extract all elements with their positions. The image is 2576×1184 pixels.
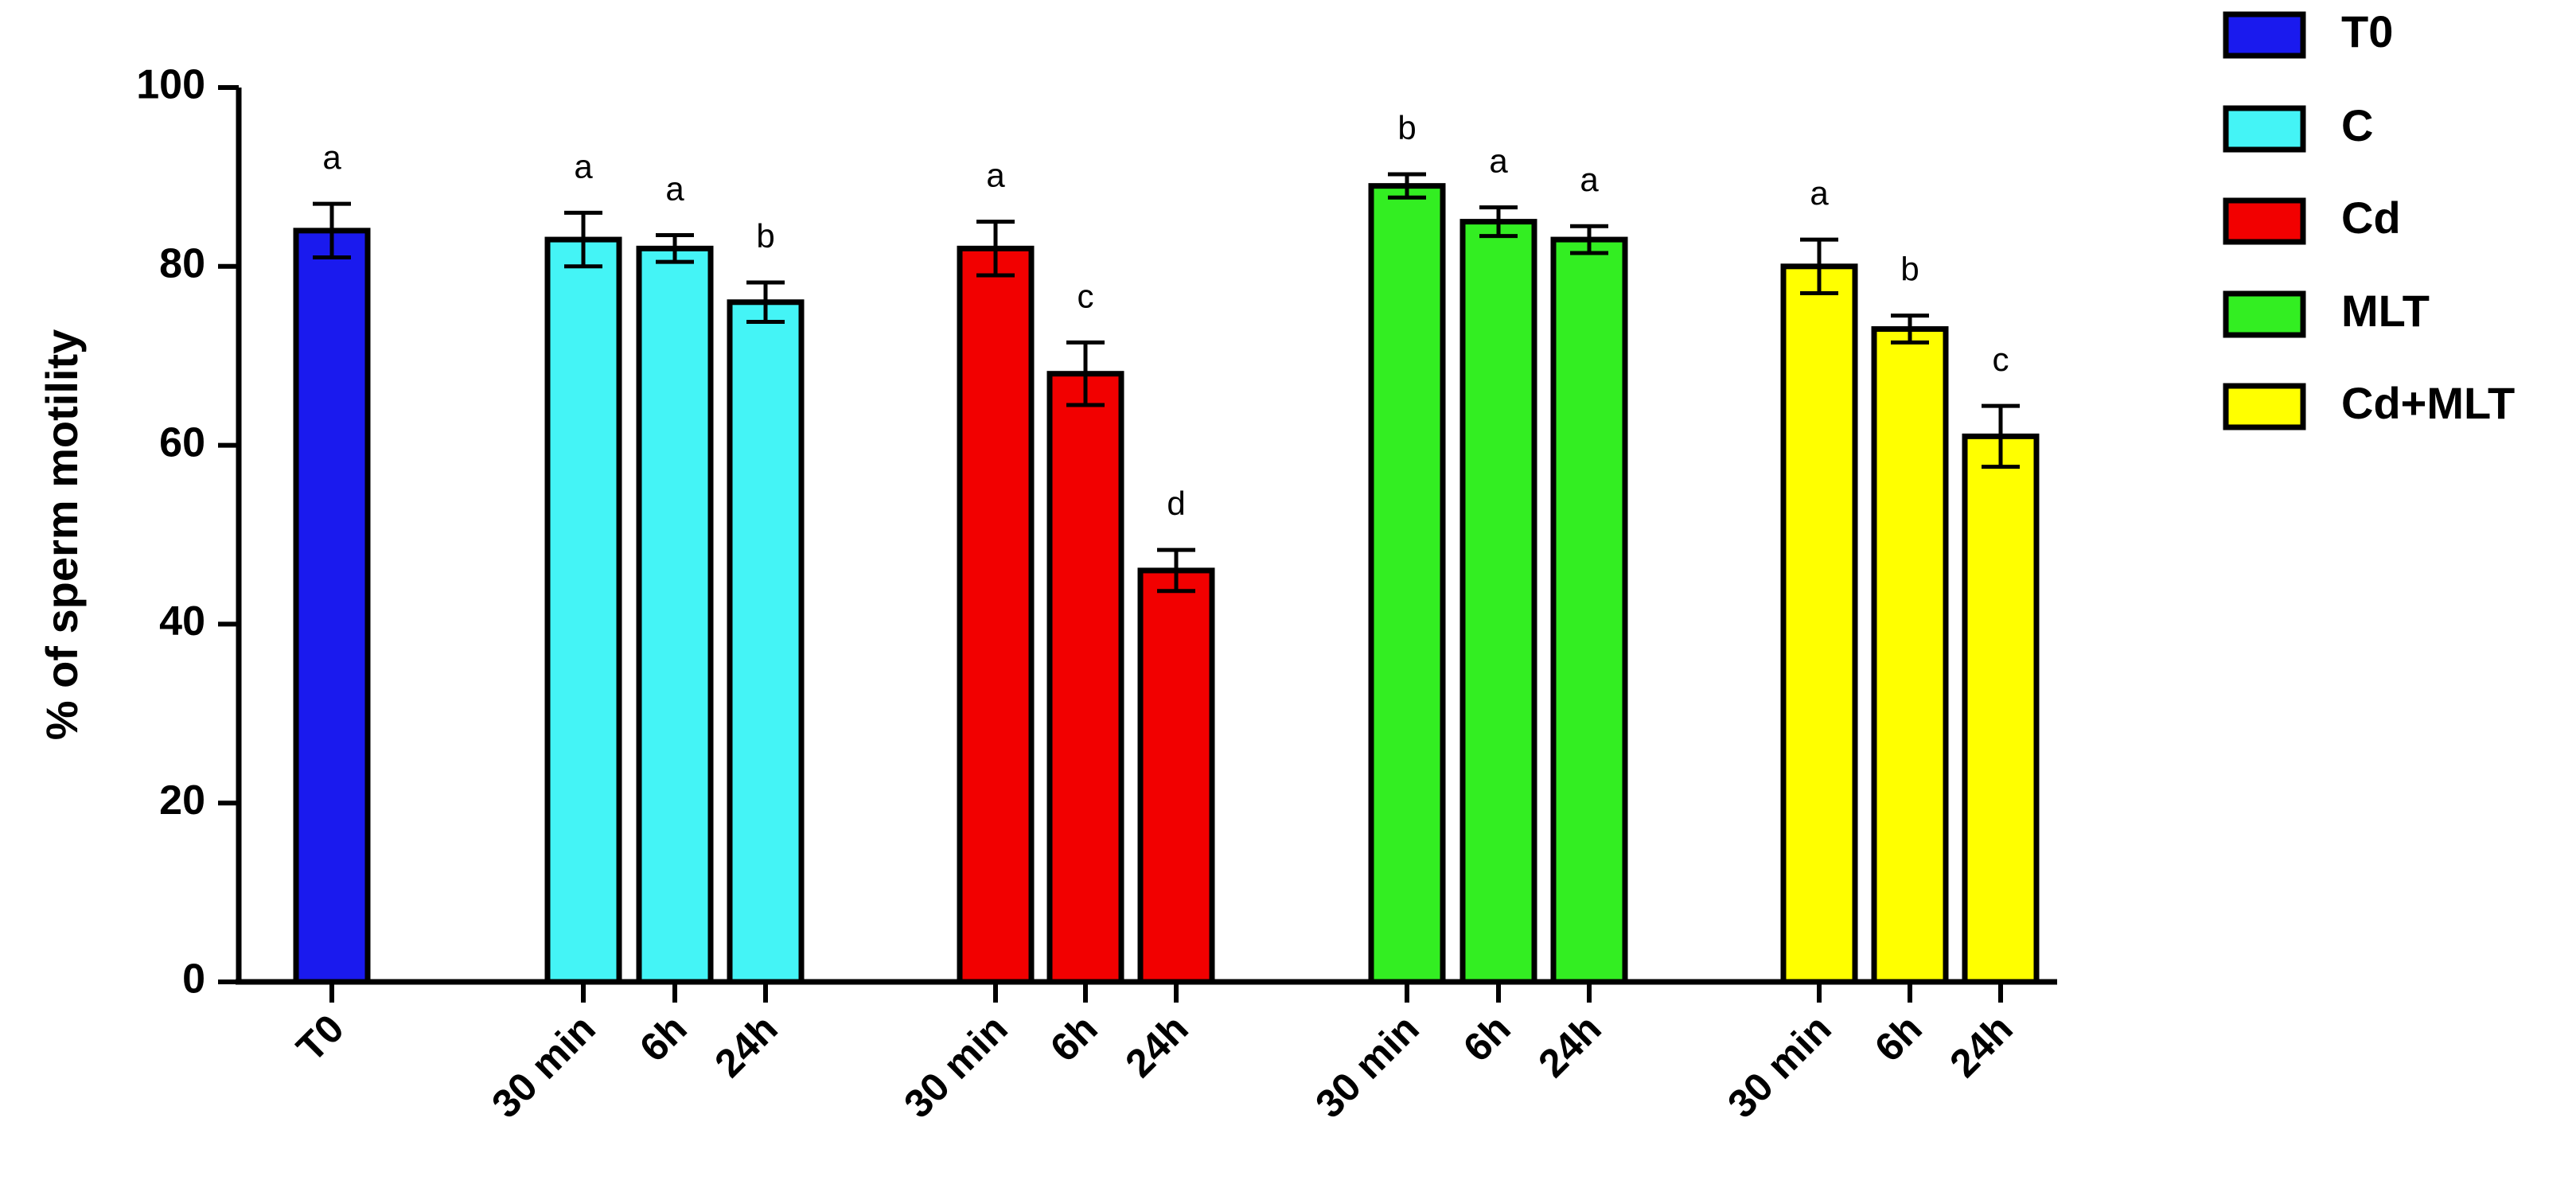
significance-letter: c (1993, 341, 2009, 378)
bar-mlt-30min (1368, 183, 1446, 985)
y-ticks: 0 20 40 60 80 100 (136, 62, 239, 1003)
bar-t0-t0 (293, 228, 371, 985)
legend-label: T0 (2341, 6, 2393, 56)
x-tick-label: 24h (1117, 1006, 1197, 1086)
bar-cd-6h (1046, 371, 1124, 985)
y-tick-label: 100 (136, 62, 205, 108)
x-ticks: T0 30 min 6h 24h 30 min 6h 24h 30 min 6h 24h 30 mi… (288, 982, 2021, 1127)
significance-letter: b (1900, 251, 1919, 288)
significance-letter: a (986, 157, 1005, 194)
significance-letter: a (1580, 161, 1599, 198)
y-tick-label: 20 (159, 777, 205, 824)
legend-swatch-cd (2223, 197, 2306, 245)
x-tick-label: 6h (1042, 1006, 1106, 1070)
bar-cd-24h (1137, 567, 1215, 985)
axes-layer (236, 88, 2057, 985)
legend-label: Cd+MLT (2341, 378, 2515, 428)
significance-letter: b (756, 217, 774, 255)
x-tick-label: T0 (288, 1006, 353, 1070)
bar-c-6h (636, 245, 714, 985)
legend-swatch-c (2223, 105, 2306, 153)
legend-label: Cd (2341, 193, 2401, 243)
legend: T0 C Cd MLT Cd+MLT (2223, 6, 2515, 430)
bar-cd-30min (957, 245, 1035, 985)
significance-letter: a (1489, 142, 1508, 180)
significance-letter: c (1078, 277, 1094, 314)
legend-swatch-t0 (2223, 11, 2306, 59)
significance-letter: a (665, 169, 684, 207)
bar-mlt-6h (1459, 219, 1537, 985)
legend-swatch-cd-mlt (2223, 383, 2306, 430)
x-tick-label: 30 min (483, 1006, 604, 1127)
x-tick-label: 6h (1866, 1006, 1931, 1070)
x-tick-label: 30 min (1719, 1006, 1840, 1127)
x-tick-label: 24h (706, 1006, 786, 1086)
x-tick-label: 6h (1455, 1006, 1519, 1070)
x-tick-label: 30 min (1307, 1006, 1428, 1127)
bar-mlt-24h (1550, 236, 1628, 985)
legend-label: MLT (2341, 286, 2430, 336)
bar-cd-mlt-6h (1871, 325, 1949, 985)
bar-c-24h (727, 299, 805, 985)
significance-letter: a (1810, 174, 1829, 212)
x-tick-label: 24h (1530, 1006, 1610, 1086)
bar-cd-mlt-30min (1780, 263, 1858, 985)
y-axis-label: % of sperm motility (37, 329, 87, 741)
y-tick-label: 0 (182, 956, 205, 1003)
significance-letter: a (574, 147, 593, 185)
legend-label: C (2341, 100, 2373, 150)
bar-c-30min (544, 236, 622, 985)
y-tick-label: 80 (159, 241, 205, 287)
significance-letter: d (1167, 485, 1185, 522)
x-tick-label: 6h (631, 1006, 696, 1070)
y-tick-label: 60 (159, 419, 205, 465)
x-tick-label: 24h (1941, 1006, 2021, 1086)
bar-cd-mlt-24h (1962, 433, 2040, 985)
significance-letter: a (322, 138, 341, 176)
bars-layer: a a a b a c d b a a a b c (293, 109, 2040, 985)
legend-swatch-mlt (2223, 290, 2306, 338)
y-tick-label: 40 (159, 598, 205, 645)
x-tick-label: 30 min (895, 1006, 1016, 1127)
significance-letter: b (1397, 109, 1416, 146)
